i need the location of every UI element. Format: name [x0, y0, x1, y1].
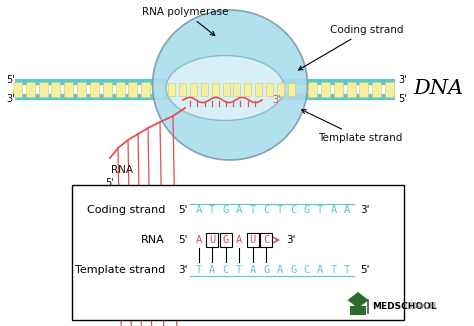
FancyBboxPatch shape — [288, 83, 295, 96]
Text: A: A — [236, 235, 242, 245]
FancyBboxPatch shape — [234, 83, 240, 96]
Text: 3': 3' — [178, 265, 188, 275]
Text: A: A — [317, 265, 323, 275]
FancyBboxPatch shape — [334, 82, 343, 97]
Text: 5': 5' — [178, 235, 188, 245]
Text: DNA: DNA — [413, 79, 463, 97]
Text: C: C — [304, 265, 310, 275]
Text: 3': 3' — [6, 94, 15, 104]
Ellipse shape — [153, 10, 308, 160]
FancyBboxPatch shape — [13, 82, 22, 97]
FancyBboxPatch shape — [103, 82, 112, 97]
Text: 3': 3' — [398, 75, 407, 85]
FancyBboxPatch shape — [223, 83, 229, 96]
Text: 5': 5' — [6, 75, 15, 85]
FancyBboxPatch shape — [77, 82, 86, 97]
Text: T: T — [331, 265, 337, 275]
Text: A: A — [344, 205, 350, 215]
Text: U: U — [250, 235, 256, 245]
FancyBboxPatch shape — [201, 83, 208, 96]
Text: T: T — [317, 205, 323, 215]
Text: T: T — [209, 205, 215, 215]
FancyBboxPatch shape — [64, 82, 73, 97]
Text: C: C — [223, 265, 229, 275]
Text: C: C — [290, 205, 296, 215]
FancyBboxPatch shape — [346, 82, 356, 97]
FancyBboxPatch shape — [372, 82, 381, 97]
FancyBboxPatch shape — [359, 82, 368, 97]
Text: A: A — [209, 265, 215, 275]
FancyBboxPatch shape — [245, 83, 251, 96]
Text: U: U — [209, 235, 215, 245]
Text: Template strand: Template strand — [301, 110, 402, 143]
Text: A: A — [250, 265, 256, 275]
Text: Coding strand: Coding strand — [299, 25, 403, 70]
Text: 3': 3' — [286, 235, 295, 245]
FancyBboxPatch shape — [154, 82, 163, 97]
Text: RNA: RNA — [111, 165, 133, 175]
FancyBboxPatch shape — [90, 82, 99, 97]
Ellipse shape — [166, 55, 284, 121]
Text: G: G — [263, 265, 269, 275]
FancyBboxPatch shape — [39, 82, 48, 97]
FancyBboxPatch shape — [266, 83, 273, 96]
Text: A: A — [196, 235, 202, 245]
FancyBboxPatch shape — [211, 83, 219, 96]
FancyBboxPatch shape — [168, 83, 175, 96]
Text: C: C — [263, 235, 269, 245]
FancyBboxPatch shape — [128, 82, 137, 97]
FancyBboxPatch shape — [255, 83, 262, 96]
FancyBboxPatch shape — [308, 82, 317, 97]
Text: MEDSCHOOL: MEDSCHOOL — [372, 302, 437, 311]
Text: 5': 5' — [106, 178, 114, 188]
Text: A: A — [277, 265, 283, 275]
Text: T: T — [236, 265, 242, 275]
Text: T: T — [277, 205, 283, 215]
Text: T: T — [250, 205, 256, 215]
Text: T: T — [196, 265, 202, 275]
Text: C: C — [263, 205, 269, 215]
Text: COACH: COACH — [404, 302, 437, 311]
Text: 5': 5' — [398, 94, 407, 104]
Text: G: G — [304, 205, 310, 215]
Text: 3': 3' — [360, 205, 370, 215]
FancyBboxPatch shape — [26, 82, 35, 97]
FancyBboxPatch shape — [52, 82, 61, 97]
Text: G: G — [223, 205, 229, 215]
FancyBboxPatch shape — [116, 82, 125, 97]
Text: A: A — [331, 205, 337, 215]
Text: RNA: RNA — [141, 235, 165, 245]
FancyBboxPatch shape — [321, 82, 330, 97]
Text: A: A — [236, 205, 242, 215]
Text: Template strand: Template strand — [75, 265, 165, 275]
Text: T: T — [344, 265, 350, 275]
Text: G: G — [290, 265, 296, 275]
Text: 3': 3' — [272, 95, 281, 105]
FancyBboxPatch shape — [72, 185, 404, 320]
Text: Coding strand: Coding strand — [87, 205, 165, 215]
FancyBboxPatch shape — [350, 306, 365, 315]
FancyBboxPatch shape — [385, 82, 394, 97]
FancyBboxPatch shape — [190, 83, 197, 96]
FancyBboxPatch shape — [277, 83, 284, 96]
Text: A: A — [196, 205, 202, 215]
Text: G: G — [223, 235, 229, 245]
Text: 5': 5' — [360, 265, 370, 275]
FancyBboxPatch shape — [141, 82, 150, 97]
Polygon shape — [347, 292, 368, 308]
FancyBboxPatch shape — [179, 83, 186, 96]
Text: 5': 5' — [178, 205, 188, 215]
Text: RNA polymerase: RNA polymerase — [142, 7, 228, 36]
